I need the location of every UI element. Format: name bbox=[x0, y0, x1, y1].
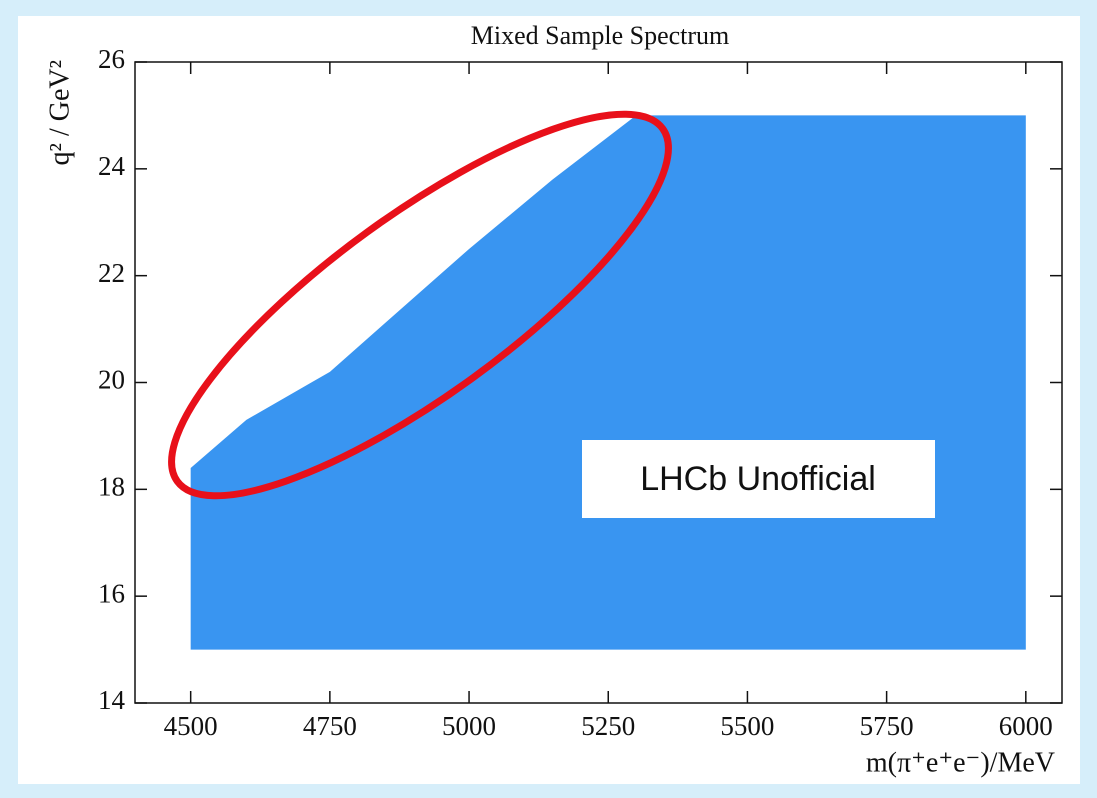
y-tick-label: 18 bbox=[98, 472, 125, 502]
annotation: LHCb Unofficial bbox=[640, 460, 876, 498]
x-tick-label: 6000 bbox=[999, 711, 1053, 741]
y-tick-label: 26 bbox=[98, 44, 125, 74]
y-tick-label: 16 bbox=[98, 578, 125, 608]
x-tick-label: 5000 bbox=[442, 711, 496, 741]
y-tick-label: 24 bbox=[98, 151, 126, 181]
highlight-ellipse bbox=[168, 110, 672, 500]
x-tick-label: 4500 bbox=[164, 711, 218, 741]
y-tick-label: 22 bbox=[98, 258, 125, 288]
x-tick-label: 5750 bbox=[860, 711, 914, 741]
x-tick-label: 4750 bbox=[303, 711, 357, 741]
label-box bbox=[582, 440, 935, 518]
chart-title: Mixed Sample Spectrum bbox=[471, 21, 730, 50]
x-tick-label: 5500 bbox=[720, 711, 774, 741]
y-tick-label: 20 bbox=[98, 365, 125, 395]
y-tick-label: 14 bbox=[98, 685, 126, 715]
x-tick-label: 5250 bbox=[581, 711, 635, 741]
x-axis-label: m(π⁺e⁺e⁻)/MeV bbox=[866, 747, 1055, 778]
y-axis-label: q² / GeV² bbox=[44, 60, 75, 165]
